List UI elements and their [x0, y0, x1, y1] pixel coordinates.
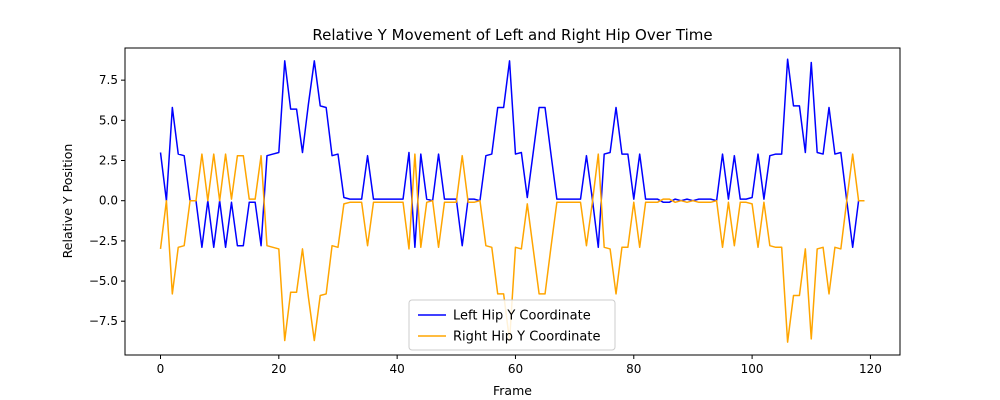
y-tick-label: −7.5 — [89, 314, 118, 328]
y-tick-label: 7.5 — [99, 73, 118, 87]
y-axis-label: Relative Y Position — [60, 144, 75, 259]
plot-frame — [124, 47, 901, 356]
series-line-right-hip — [159, 153, 865, 343]
x-axis: 0 20 40 60 80 100 120 — [157, 355, 882, 376]
x-tick-label: 40 — [389, 362, 404, 376]
x-axis-label: Frame — [493, 383, 532, 398]
y-axis: −7.5 −5.0 −2.5 0.0 2.5 5.0 7.5 — [89, 73, 125, 328]
x-tick-label: 20 — [271, 362, 286, 376]
y-tick-label: −2.5 — [89, 234, 118, 248]
y-tick-label: 5.0 — [99, 113, 118, 127]
plot-area — [159, 58, 865, 343]
y-tick-label: 0.0 — [99, 194, 118, 208]
x-tick-label: 60 — [508, 362, 523, 376]
legend-box — [408, 299, 616, 351]
chart-title: Relative Y Movement of Left and Right Hi… — [312, 26, 712, 44]
legend: Left Hip Y Coordinate Right Hip Y Coordin… — [408, 299, 616, 351]
legend-label-right-hip: Right Hip Y Coordinate — [453, 330, 600, 345]
series-line-left-hip — [159, 58, 865, 249]
x-tick-label: 0 — [157, 362, 165, 376]
y-tick-label: 2.5 — [99, 154, 118, 168]
x-tick-label: 120 — [859, 362, 882, 376]
y-tick-label: −5.0 — [89, 274, 118, 288]
x-tick-label: 100 — [741, 362, 764, 376]
x-tick-label: 80 — [626, 362, 641, 376]
legend-label-left-hip: Left Hip Y Coordinate — [453, 309, 591, 324]
